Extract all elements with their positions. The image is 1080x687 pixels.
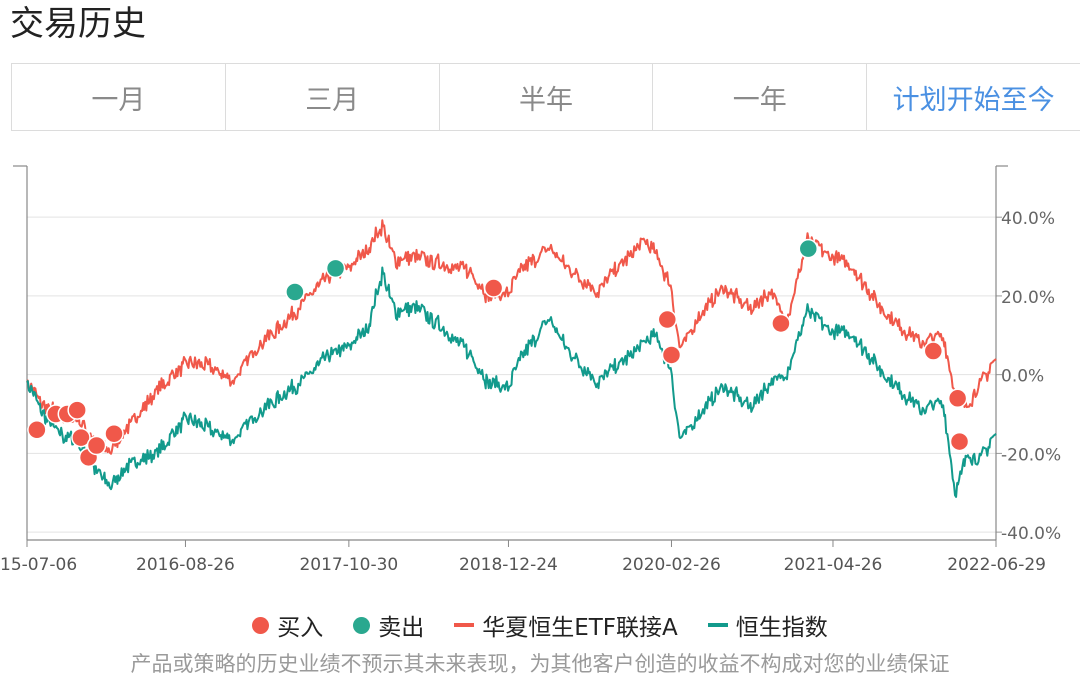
tab-half-year[interactable]: 半年	[438, 64, 653, 130]
sell-point	[798, 238, 819, 259]
buy-point	[71, 427, 91, 448]
y-tick-label: 40.0%	[1001, 209, 1055, 229]
buy-point	[657, 309, 678, 330]
sell-marker-icon	[353, 616, 371, 634]
buy-point	[67, 400, 87, 420]
buy-point	[661, 345, 682, 365]
tab-three-months[interactable]: 三月	[224, 64, 439, 130]
legend-fund-label: 华夏恒生ETF联接A	[482, 615, 678, 641]
x-tick-label: 2016-08-26	[136, 555, 235, 575]
buy-marker-icon	[252, 616, 270, 634]
disclaimer-text: 产品或策略的历史业绩不预示其未来表现，为其他客户创造的收益不构成对您的业绩保证	[130, 652, 950, 676]
chart-legend: 买入 卖出 华夏恒生ETF联接A 恒生指数	[0, 608, 1080, 642]
sell-point	[285, 282, 305, 302]
legend-buy-label: 买入	[277, 615, 324, 641]
tab-one-month[interactable]: 一月	[11, 64, 225, 130]
trade-history-chart: 40.0% 20.0% 0.0% -20.0% -40.0% 15-07-06 2016-0…	[0, 165, 1061, 575]
legend-sell[interactable]: 卖出	[353, 608, 424, 642]
x-tick-label: 2017-10-30	[299, 555, 398, 575]
legend-index-label: 恒生指数	[735, 615, 828, 641]
buy-point	[483, 278, 504, 298]
y-tick-label: 20.0%	[1001, 288, 1055, 308]
tab-since-plan-start[interactable]: 计划开始至今	[866, 64, 1080, 130]
buy-point	[949, 431, 970, 452]
x-tick-label: 2021-04-26	[784, 555, 883, 575]
time-range-tabs: 一月 三月 半年 一年 计划开始至今	[11, 63, 1080, 131]
sell-point	[325, 258, 346, 279]
fund-line-icon	[454, 623, 475, 627]
x-tick-label: 2022-06-29	[947, 555, 1046, 575]
buy-point	[771, 313, 791, 334]
buy-point	[947, 388, 968, 409]
legend-buy[interactable]: 买入	[252, 608, 323, 642]
page-title: 交易历史	[10, 4, 146, 44]
legend-sell-label: 卖出	[378, 615, 425, 641]
y-tick-label: -40.0%	[1001, 524, 1061, 544]
buy-point	[104, 423, 124, 444]
legend-index[interactable]: 恒生指数	[707, 608, 828, 642]
x-tick-label: 2018-12-24	[459, 555, 558, 575]
tab-one-year[interactable]: 一年	[652, 64, 866, 130]
legend-fund[interactable]: 华夏恒生ETF联接A	[454, 608, 678, 642]
x-tick-label: 2020-02-26	[622, 555, 721, 575]
buy-point	[923, 341, 944, 361]
buy-point	[86, 435, 107, 456]
index-line-icon	[707, 623, 728, 627]
fund-series-line	[26, 219, 997, 455]
buy-point	[27, 420, 47, 440]
index-series-line	[26, 266, 997, 498]
y-tick-label: 0.0%	[1001, 367, 1044, 387]
y-tick-label: -20.0%	[1001, 445, 1061, 465]
x-tick-label: 15-07-06	[0, 555, 77, 575]
